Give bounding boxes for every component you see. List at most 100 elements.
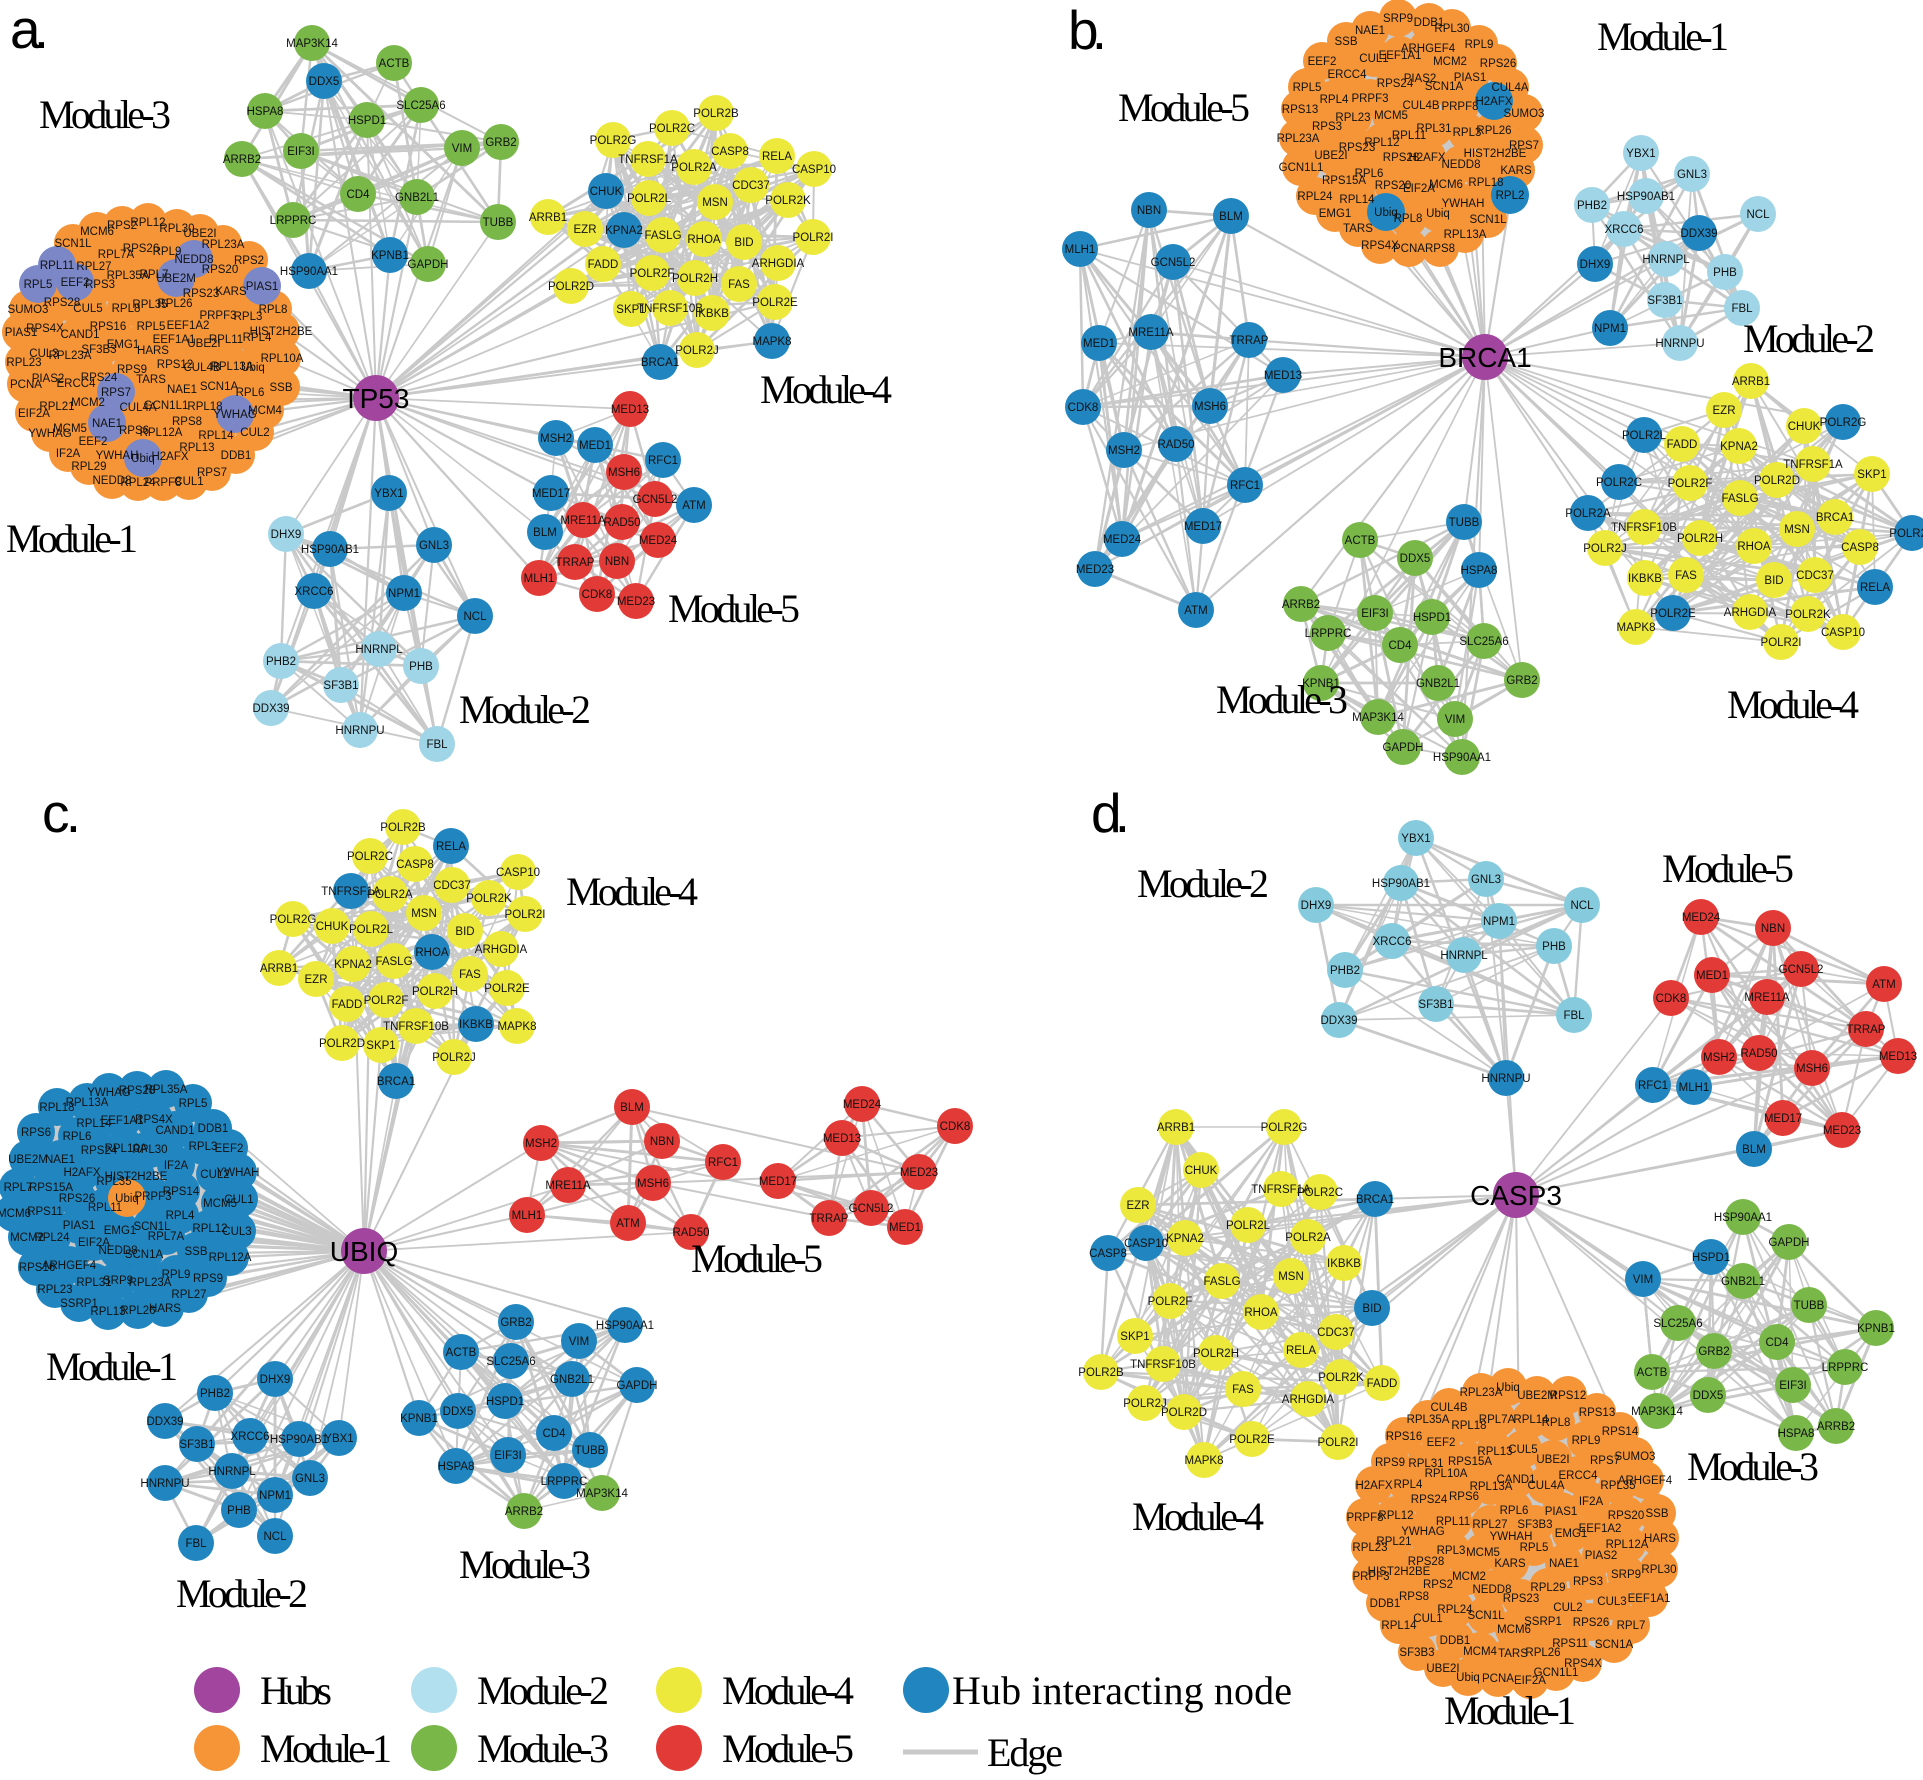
- svg-text:RPS20: RPS20: [202, 264, 238, 276]
- svg-text:MCM5: MCM5: [53, 423, 87, 435]
- svg-text:RPS7: RPS7: [101, 387, 131, 399]
- svg-text:RPS15A: RPS15A: [29, 1182, 73, 1194]
- svg-text:SSB: SSB: [1645, 1508, 1668, 1520]
- svg-text:GNL3: GNL3: [295, 1473, 325, 1485]
- svg-text:CUL5: CUL5: [1508, 1444, 1537, 1456]
- svg-text:H2AFX: H2AFX: [151, 451, 188, 463]
- svg-text:RPL11: RPL11: [209, 334, 243, 346]
- svg-text:PHB: PHB: [1542, 941, 1566, 953]
- svg-text:RPL13A: RPL13A: [1470, 1481, 1513, 1493]
- svg-text:RPS2: RPS2: [1423, 1579, 1453, 1591]
- svg-text:FADD: FADD: [1667, 439, 1698, 451]
- svg-text:Edge: Edge: [987, 1730, 1063, 1775]
- svg-text:RPS4X: RPS4X: [26, 323, 64, 335]
- svg-text:EIF3I: EIF3I: [1361, 608, 1388, 620]
- svg-text:PRPF8: PRPF8: [144, 477, 181, 489]
- svg-text:NAE1: NAE1: [167, 384, 197, 396]
- svg-text:CUL4A: CUL4A: [1527, 1480, 1564, 1492]
- svg-text:GNL3: GNL3: [419, 540, 449, 552]
- svg-text:EIF3I: EIF3I: [287, 146, 314, 158]
- svg-text:RPS26: RPS26: [1573, 1617, 1609, 1629]
- svg-text:YWHAG: YWHAG: [87, 1087, 131, 1099]
- svg-text:Ubiq: Ubiq: [1426, 208, 1450, 220]
- svg-text:GRB2: GRB2: [1698, 1346, 1729, 1358]
- svg-text:RELA: RELA: [762, 151, 792, 163]
- svg-text:MAPK8: MAPK8: [1185, 1455, 1224, 1467]
- svg-text:RPL3: RPL3: [1453, 127, 1482, 139]
- svg-text:RPL14: RPL14: [1381, 1620, 1417, 1632]
- svg-text:NBN: NBN: [650, 1136, 674, 1148]
- svg-text:NEDD8: NEDD8: [175, 254, 214, 266]
- svg-text:CASP10: CASP10: [1821, 627, 1865, 639]
- svg-text:POLR2C: POLR2C: [347, 851, 393, 863]
- svg-text:ACTB: ACTB: [379, 58, 410, 70]
- svg-text:RPS8: RPS8: [172, 416, 202, 428]
- svg-text:MED13: MED13: [611, 404, 649, 416]
- svg-text:RPS28: RPS28: [44, 297, 80, 309]
- svg-text:CDK8: CDK8: [940, 1121, 971, 1133]
- svg-text:BRCA1: BRCA1: [641, 357, 679, 369]
- svg-text:UBE2M: UBE2M: [1517, 1390, 1557, 1402]
- svg-text:ARRB1: ARRB1: [1732, 376, 1770, 388]
- svg-text:TP53: TP53: [343, 383, 410, 414]
- svg-text:POLR2K: POLR2K: [1318, 1372, 1364, 1384]
- svg-text:EZR: EZR: [1713, 405, 1736, 417]
- svg-text:POLR2J: POLR2J: [432, 1052, 475, 1064]
- svg-text:BRCA1: BRCA1: [1438, 342, 1531, 373]
- svg-text:SLC25A6: SLC25A6: [396, 100, 445, 112]
- svg-text:DDX5: DDX5: [443, 1406, 474, 1418]
- svg-text:HNRNPL: HNRNPL: [1440, 950, 1488, 962]
- svg-text:EEF2: EEF2: [79, 436, 108, 448]
- svg-text:ACTB: ACTB: [446, 1347, 477, 1359]
- svg-text:ARHGDIA: ARHGDIA: [1282, 1394, 1335, 1406]
- svg-text:CDC37: CDC37: [732, 180, 770, 192]
- svg-text:TRRAP: TRRAP: [810, 1213, 849, 1225]
- svg-text:CD4: CD4: [346, 189, 370, 201]
- svg-text:TNFRSF1A: TNFRSF1A: [321, 886, 381, 898]
- svg-text:HSPD1: HSPD1: [486, 1396, 524, 1408]
- svg-text:RPL18: RPL18: [1451, 1420, 1486, 1432]
- svg-text:GRB2: GRB2: [1506, 675, 1537, 687]
- svg-text:YBX1: YBX1: [1401, 833, 1430, 845]
- svg-text:EIF2A: EIF2A: [1514, 1675, 1546, 1687]
- svg-text:RPS16: RPS16: [1386, 1431, 1422, 1443]
- svg-text:RPL29: RPL29: [71, 461, 106, 473]
- svg-text:FASLG: FASLG: [1721, 493, 1758, 505]
- svg-text:CHUK: CHUK: [316, 921, 349, 933]
- svg-text:HSPA8: HSPA8: [438, 1461, 475, 1473]
- svg-text:RPL14: RPL14: [198, 430, 234, 442]
- svg-text:GNB2L1: GNB2L1: [550, 1374, 594, 1386]
- svg-text:RPS8: RPS8: [1425, 243, 1455, 255]
- svg-text:RPL12: RPL12: [1378, 1510, 1413, 1522]
- svg-text:TNFRSF10B: TNFRSF10B: [1130, 1359, 1196, 1371]
- svg-text:KPNA2: KPNA2: [605, 225, 643, 237]
- svg-text:d.: d.: [1091, 782, 1130, 844]
- svg-text:RPS24: RPS24: [1411, 1494, 1448, 1506]
- svg-text:Module-1: Module-1: [1444, 1688, 1576, 1733]
- svg-text:SCN1A: SCN1A: [1425, 81, 1464, 93]
- svg-text:MSH2: MSH2: [1703, 1052, 1735, 1064]
- svg-text:HNRNPU: HNRNPU: [140, 1478, 189, 1490]
- svg-text:MCM4: MCM4: [248, 405, 282, 417]
- svg-text:SSB: SSB: [1334, 36, 1357, 48]
- svg-text:MED23: MED23: [900, 1167, 938, 1179]
- svg-text:DDB1: DDB1: [1370, 1598, 1401, 1610]
- svg-text:RPL23: RPL23: [1352, 1542, 1387, 1554]
- svg-text:Module-3: Module-3: [459, 1542, 591, 1587]
- svg-text:GAPDH: GAPDH: [1769, 1237, 1810, 1249]
- svg-text:ARRB1: ARRB1: [260, 963, 298, 975]
- svg-text:CUL5: CUL5: [73, 303, 102, 315]
- svg-text:UBIQ: UBIQ: [330, 1236, 398, 1267]
- svg-text:RPL30: RPL30: [132, 1144, 167, 1156]
- svg-text:Ubiq: Ubiq: [1374, 207, 1398, 219]
- svg-text:UBE2I: UBE2I: [187, 338, 220, 350]
- svg-text:POLR2L: POLR2L: [1622, 430, 1667, 442]
- svg-text:RPL12: RPL12: [130, 217, 165, 229]
- svg-text:RPS23: RPS23: [183, 288, 219, 300]
- svg-text:EIF3I: EIF3I: [1779, 1380, 1806, 1392]
- svg-text:RPL11: RPL11: [88, 1202, 122, 1214]
- svg-text:POLR2K: POLR2K: [466, 893, 512, 905]
- svg-text:YWHAG: YWHAG: [1401, 1526, 1445, 1538]
- svg-text:b.: b.: [1068, 0, 1107, 61]
- svg-text:SCN1L: SCN1L: [133, 1221, 171, 1233]
